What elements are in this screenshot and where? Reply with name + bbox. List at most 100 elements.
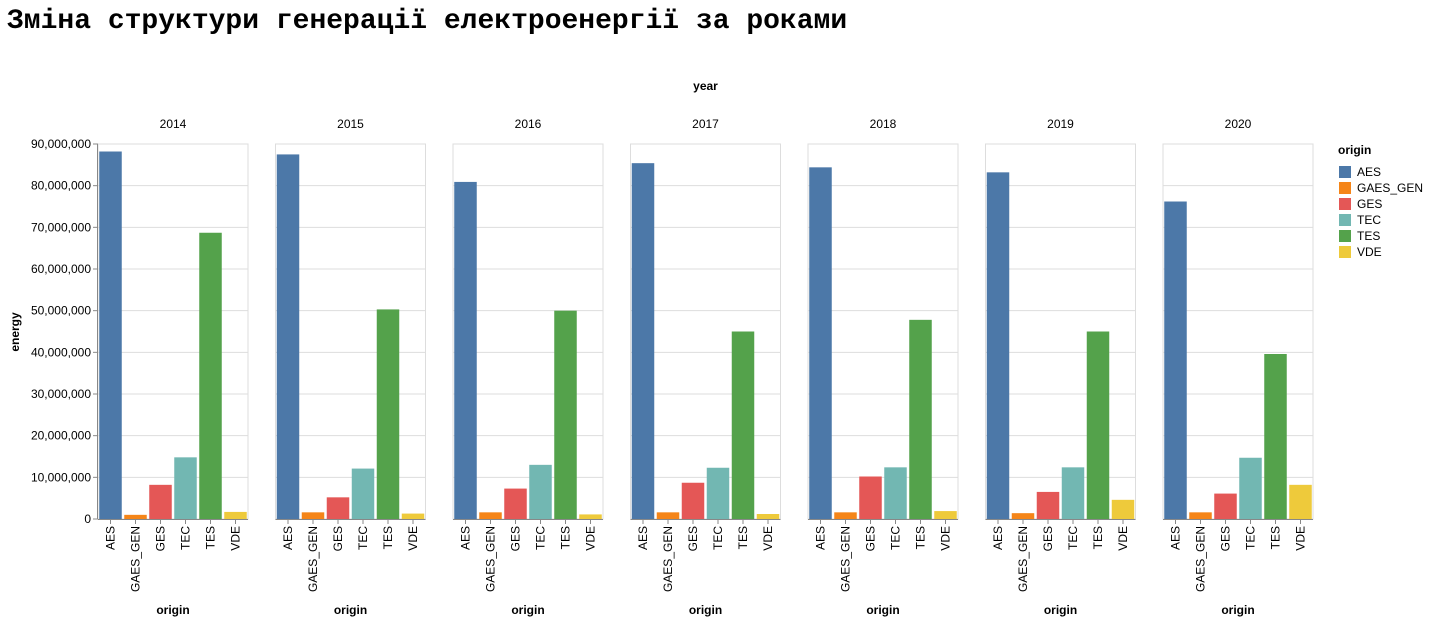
x-axis-title: origin (334, 603, 367, 617)
legend-label: VDE (1357, 245, 1382, 259)
legend-swatch-VDE (1339, 246, 1351, 258)
x-axis-title: origin (511, 603, 544, 617)
facet-label: 2018 (870, 117, 897, 131)
bar-2019-TES (1086, 331, 1110, 519)
bar-2019-AES (986, 172, 1010, 520)
bar-2019-GAES_GEN (1011, 513, 1035, 519)
x-tick-label: VDE (229, 526, 243, 551)
y-tick-label: 30,000,000 (31, 387, 91, 401)
bar-2015-GES (326, 497, 350, 519)
facet-panel-2015 (275, 143, 426, 524)
bar-2016-TES (554, 310, 577, 519)
x-tick-label: TES (1269, 526, 1283, 549)
legend-label: TEC (1357, 213, 1381, 227)
y-tick-label: 0 (84, 512, 91, 526)
bar-2016-TEC (529, 464, 552, 519)
bar-2020-AES (1164, 201, 1187, 519)
bar-2019-GES (1036, 491, 1060, 519)
y-tick-label: 60,000,000 (31, 262, 91, 276)
y-tick-label: 50,000,000 (31, 304, 91, 318)
bar-2020-TES (1264, 354, 1287, 519)
x-tick-label: TEC (711, 526, 725, 550)
x-tick-label: GES (509, 526, 523, 551)
labels-layer: year 2014 AES GAES_GEN GES TEC TES VDE origin 201… (8, 79, 1308, 617)
x-tick-label: TES (559, 526, 573, 549)
x-tick-label: GAES_GEN (306, 526, 320, 592)
x-tick-label: TES (1091, 526, 1105, 549)
facet-label: 2019 (1047, 117, 1074, 131)
bar-2020-VDE (1289, 484, 1312, 519)
x-tick-label: GES (1041, 526, 1055, 551)
legend-swatch-GES (1339, 198, 1351, 210)
x-tick-label: VDE (1294, 526, 1308, 551)
x-tick-label: GAES_GEN (484, 526, 498, 592)
bar-2019-TEC (1061, 467, 1085, 519)
bar-2014-TES (199, 232, 222, 519)
x-tick-label: TEC (534, 526, 548, 550)
bar-2020-GAES_GEN (1189, 512, 1212, 519)
bar-2016-AES (454, 181, 477, 519)
bar-2014-AES (99, 151, 122, 519)
bar-2016-GAES_GEN (479, 512, 502, 519)
x-tick-label: TES (736, 526, 750, 549)
facet-label: 2015 (337, 117, 364, 131)
bar-2014-GES (149, 484, 172, 519)
x-tick-label: AES (459, 526, 473, 550)
legend: origin AES GAES_GEN GES TEC TES VDE (1338, 143, 1423, 259)
bar-2016-GES (504, 488, 527, 519)
x-tick-label: AES (281, 526, 295, 550)
bar-2015-AES (276, 154, 300, 519)
y-axis-title: energy (8, 312, 22, 352)
bar-2018-TES (909, 319, 932, 519)
bar-2018-TEC (884, 467, 907, 519)
legend-label: TES (1357, 229, 1380, 243)
x-tick-label: GAES_GEN (661, 526, 675, 592)
x-tick-label: GES (686, 526, 700, 551)
bar-2018-VDE (934, 511, 957, 519)
y-tick-label: 20,000,000 (31, 429, 91, 443)
bars-layer (99, 151, 1312, 520)
x-tick-label: VDE (584, 526, 598, 551)
x-tick-label: TES (914, 526, 928, 549)
x-tick-label: VDE (761, 526, 775, 551)
x-tick-label: AES (1169, 526, 1183, 550)
bar-2019-VDE (1111, 499, 1135, 519)
bar-2017-TEC (706, 467, 730, 519)
bar-2018-GAES_GEN (834, 512, 857, 519)
y-axis (93, 143, 98, 520)
bar-2018-GES (859, 476, 882, 519)
x-tick-label: VDE (406, 526, 420, 551)
legend-label: GES (1357, 197, 1382, 211)
x-tick-label: TEC (179, 526, 193, 550)
facet-label: 2014 (160, 117, 187, 131)
bar-2016-VDE (579, 514, 602, 519)
facet-label: 2017 (692, 117, 719, 131)
x-tick-label: GES (154, 526, 168, 551)
x-tick-label: GES (1219, 526, 1233, 551)
bar-2020-GES (1214, 493, 1237, 519)
x-axis-title: origin (866, 603, 899, 617)
bar-2017-GAES_GEN (656, 512, 680, 519)
y-tick-label: 80,000,000 (31, 179, 91, 193)
facet-panel-2016 (452, 143, 604, 524)
bar-2015-TES (376, 309, 400, 519)
x-tick-label: AES (814, 526, 828, 550)
bar-2017-AES (631, 163, 655, 519)
x-axis-title: origin (1221, 603, 1254, 617)
x-tick-label: GAES_GEN (1194, 526, 1208, 592)
bar-2017-TES (731, 331, 755, 519)
legend-label: GAES_GEN (1357, 181, 1423, 195)
bar-2015-VDE (401, 513, 425, 519)
legend-swatch-AES (1339, 166, 1351, 178)
x-tick-label: GAES_GEN (1016, 526, 1030, 592)
x-tick-label: TES (381, 526, 395, 549)
bar-2014-TEC (174, 457, 197, 519)
legend-swatch-TES (1339, 230, 1351, 242)
x-axis-title: origin (156, 603, 189, 617)
bar-2015-TEC (351, 468, 375, 519)
facet-label: 2016 (515, 117, 542, 131)
legend-title: origin (1338, 143, 1371, 157)
facet-header-label: year (693, 79, 718, 93)
bar-2014-GAES_GEN (124, 514, 147, 519)
